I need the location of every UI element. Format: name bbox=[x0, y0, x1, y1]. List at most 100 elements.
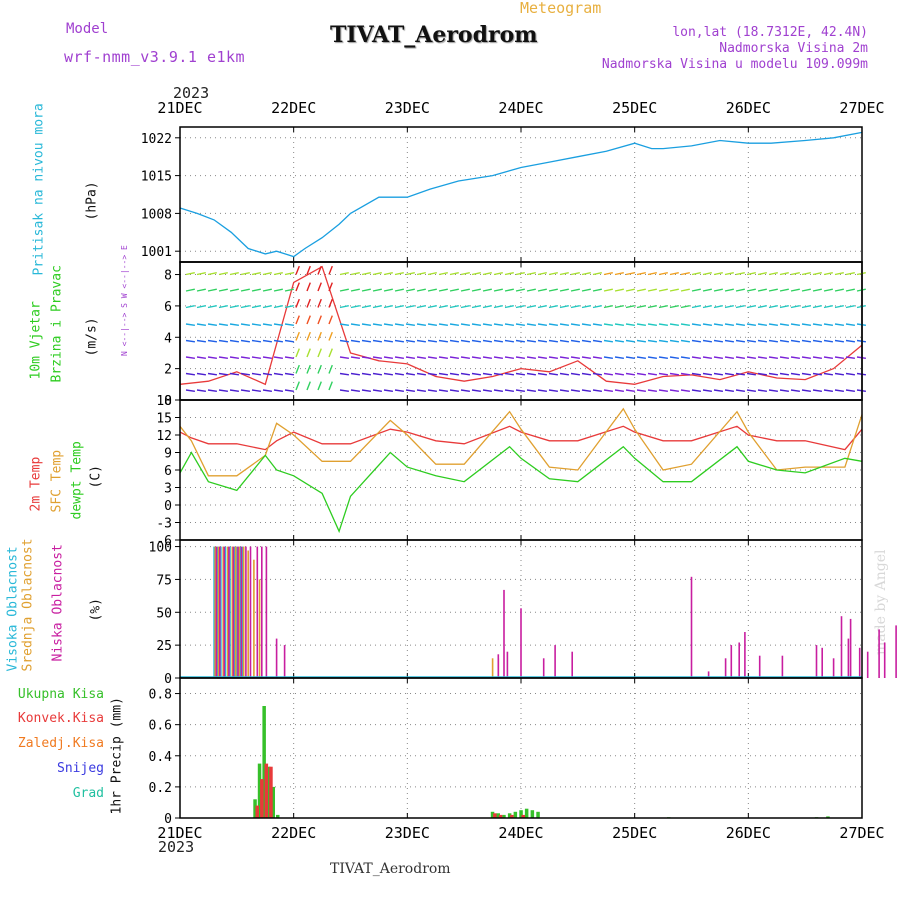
wind-barb bbox=[548, 323, 559, 326]
wind-barb bbox=[570, 372, 581, 376]
ytick-label: 0.2 bbox=[149, 781, 172, 796]
bar-low_cloud bbox=[542, 658, 545, 678]
wind-barb bbox=[229, 372, 240, 376]
wind-barb bbox=[394, 305, 404, 309]
wind-barb bbox=[724, 323, 735, 326]
wind-barb bbox=[746, 356, 757, 359]
wind-barb bbox=[625, 372, 636, 376]
wind-barb bbox=[350, 389, 361, 392]
wind-barb bbox=[185, 305, 195, 309]
bar-total_precip bbox=[262, 706, 266, 818]
ytick-label: 8 bbox=[164, 269, 172, 284]
bar-high_cloud bbox=[220, 546, 222, 678]
wind-barb bbox=[185, 272, 195, 276]
bar-mid_cloud bbox=[258, 579, 261, 678]
wind-barb bbox=[262, 389, 273, 392]
wind-barb bbox=[251, 356, 262, 359]
wind-barb bbox=[526, 288, 536, 292]
wind-barb bbox=[581, 288, 591, 292]
wind-barb bbox=[570, 339, 581, 343]
wind-barb bbox=[504, 272, 514, 276]
wind-barb bbox=[438, 389, 449, 392]
wind-barb bbox=[702, 305, 712, 309]
wind-barb bbox=[680, 389, 691, 392]
wind-barb bbox=[460, 339, 471, 343]
wind-barb bbox=[339, 323, 350, 326]
wind-barb bbox=[460, 372, 471, 376]
wind-barb bbox=[405, 272, 415, 276]
wind-barb bbox=[823, 272, 833, 276]
wind-barb bbox=[207, 339, 218, 343]
bar-mid_cloud bbox=[491, 658, 494, 678]
wind-barb bbox=[669, 339, 680, 343]
wind-barb bbox=[196, 372, 207, 376]
wind-barb bbox=[372, 323, 383, 326]
wind-barb bbox=[537, 372, 548, 376]
wind-barb bbox=[185, 323, 196, 326]
bar-mid_cloud bbox=[253, 559, 255, 678]
wind-barb bbox=[240, 372, 251, 376]
wind-barb bbox=[779, 389, 790, 392]
wind-barb bbox=[757, 272, 767, 276]
wind-barb bbox=[251, 389, 262, 392]
wind-barb bbox=[735, 389, 746, 392]
wind-barb bbox=[449, 339, 460, 343]
wind-barb bbox=[427, 356, 438, 359]
wind-barb bbox=[559, 389, 570, 392]
wind-barb bbox=[581, 339, 592, 343]
wind-barb bbox=[724, 288, 734, 292]
wind-barb bbox=[339, 288, 349, 292]
wind-barb bbox=[845, 356, 856, 359]
wind-barb bbox=[526, 372, 537, 376]
wind-barb bbox=[669, 288, 679, 292]
ytick-label: -3 bbox=[156, 517, 172, 532]
wind-barb bbox=[394, 389, 405, 392]
wind-barb bbox=[845, 272, 855, 276]
wind-barb bbox=[339, 389, 350, 392]
wind-barb bbox=[460, 288, 470, 292]
wind-barb bbox=[207, 272, 217, 276]
wind-barb bbox=[515, 323, 526, 326]
wind-barb bbox=[647, 389, 658, 392]
bar-convective bbox=[260, 779, 264, 818]
wind-barb bbox=[581, 323, 592, 326]
ytick-label: 18 bbox=[156, 394, 172, 409]
bar-total_precip bbox=[496, 813, 500, 818]
wind-barb bbox=[449, 356, 460, 359]
wind-barb bbox=[427, 323, 438, 326]
wind-barb bbox=[526, 305, 536, 309]
wind-barb bbox=[636, 389, 647, 392]
wind-barb bbox=[482, 288, 492, 292]
wind-barb bbox=[284, 272, 294, 276]
bar-low_cloud bbox=[497, 654, 500, 678]
bar-high_cloud bbox=[224, 546, 227, 678]
wind-barb bbox=[273, 372, 284, 376]
wind-barb bbox=[482, 323, 493, 326]
wind-barb bbox=[350, 339, 361, 343]
wind-barb bbox=[262, 288, 272, 292]
wind-barb bbox=[218, 305, 228, 309]
bar-low_cloud bbox=[744, 632, 746, 678]
bar-low_cloud bbox=[223, 546, 226, 678]
bar-high_cloud bbox=[236, 546, 238, 678]
ytick-label: 1008 bbox=[141, 207, 172, 222]
wind-barb bbox=[614, 389, 625, 392]
wind-barb bbox=[526, 272, 536, 276]
wind-barb bbox=[812, 389, 823, 392]
wind-barb bbox=[207, 356, 218, 359]
wind-barb bbox=[438, 305, 448, 309]
wind-barb bbox=[801, 372, 812, 376]
wind-barb bbox=[834, 339, 845, 343]
wind-barb bbox=[537, 356, 548, 359]
wind-barb bbox=[625, 272, 635, 276]
wind-barb bbox=[493, 323, 504, 326]
bar-low_cloud bbox=[707, 671, 710, 678]
wind-barb bbox=[845, 288, 855, 292]
wind-barb bbox=[295, 348, 300, 358]
wind-barb bbox=[746, 272, 756, 276]
wind-barb bbox=[790, 372, 801, 376]
wind-barb bbox=[196, 272, 206, 276]
ytick-label: 25 bbox=[156, 639, 172, 654]
wind-barb bbox=[251, 372, 262, 376]
wind-barb bbox=[735, 356, 746, 359]
